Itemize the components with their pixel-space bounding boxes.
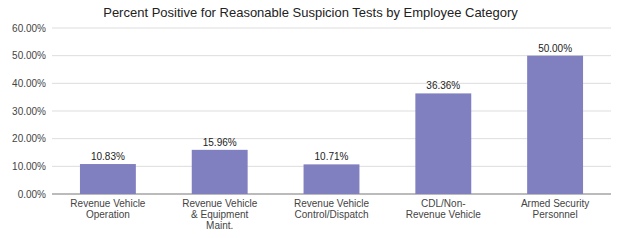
bar: [192, 150, 248, 194]
bars: [80, 56, 583, 194]
y-tick-label: 30.00%: [12, 106, 46, 117]
data-label: 50.00%: [538, 43, 572, 54]
x-tick-line: Armed Security: [521, 198, 589, 209]
data-label: 10.83%: [91, 151, 125, 162]
grid-line: [52, 28, 611, 29]
x-tick-line: Revenue Vehicle: [70, 198, 145, 209]
x-tick-line: Personnel: [533, 209, 578, 220]
x-tick-line: Revenue Vehicle: [182, 198, 257, 209]
y-tick-label: 60.00%: [12, 23, 46, 34]
background: [0, 0, 621, 238]
bar: [80, 164, 136, 194]
labels: 10.83% 15.96% 10.71% 36.36% 50.00% Revenue Ve…: [70, 43, 589, 231]
chart: Percent Positive for Reasonable Suspicio…: [0, 0, 621, 238]
x-tick-line: CDL/Non-: [421, 198, 465, 209]
y-tick-label: 50.00%: [12, 50, 46, 61]
y-axis: 0.00% 10.00% 20.00% 30.00% 40.00% 50.00% 60.00…: [12, 23, 611, 200]
title: Percent Positive for Reasonable Suspicio…: [103, 5, 518, 20]
bar: [415, 93, 471, 194]
bar: [527, 56, 583, 194]
x-tick-line: Revenue Vehicle: [406, 209, 481, 220]
x-tick-line: Control/Dispatch: [295, 209, 369, 220]
x-tick-label: CDL/Non-Revenue Vehicle: [406, 198, 481, 220]
data-label: 15.96%: [203, 137, 237, 148]
x-tick-line: & Equipment: [191, 209, 248, 220]
y-tick-label: 40.00%: [12, 78, 46, 89]
y-tick-label: 10.00%: [12, 161, 46, 172]
x-tick-label: Revenue VehicleControl/Dispatch: [294, 198, 369, 220]
x-tick-label: Armed SecurityPersonnel: [521, 198, 589, 220]
x-tick-label: Revenue Vehicle& EquipmentMaint.: [182, 198, 257, 231]
x-tick-line: Revenue Vehicle: [294, 198, 369, 209]
x-tick-line: Operation: [86, 209, 130, 220]
x-tick-line: Maint.: [206, 220, 233, 231]
data-label: 10.71%: [315, 151, 349, 162]
bar: [304, 164, 360, 194]
y-tick-label: 0.00%: [18, 189, 46, 200]
y-tick-label: 20.00%: [12, 133, 46, 144]
data-label: 36.36%: [426, 80, 460, 91]
x-tick-label: Revenue VehicleOperation: [70, 198, 145, 220]
